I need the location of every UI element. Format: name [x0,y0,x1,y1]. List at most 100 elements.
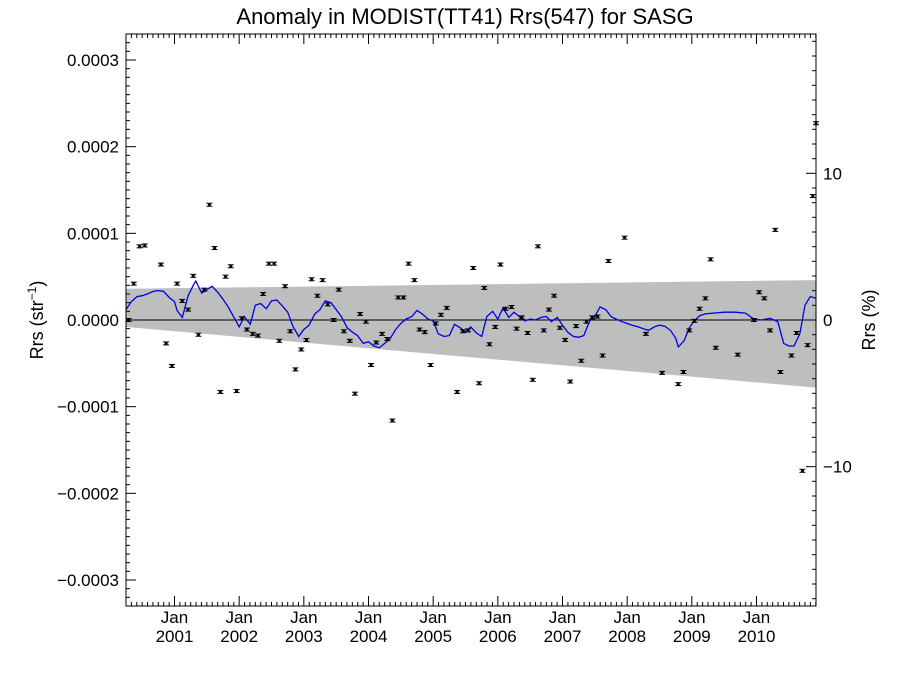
data-point [287,329,294,334]
point-marker [293,368,297,371]
point-marker [364,320,368,323]
point-marker [509,306,513,308]
data-point [330,318,337,322]
left-tick-label: −0.0001 [57,398,119,417]
data-point [357,311,364,316]
x-tick-label-year: 2008 [608,627,646,646]
data-point [373,340,380,345]
point-marker [396,296,400,299]
point-marker [536,245,540,248]
x-tick-label-year: 2004 [350,627,388,646]
data-point [793,331,800,335]
data-point [454,389,461,394]
point-marker [326,303,330,306]
point-marker [584,320,588,323]
data-point [319,278,326,283]
data-point [276,338,283,343]
data-point [508,305,515,309]
point-marker [531,378,535,381]
point-marker [482,286,486,289]
data-point [761,296,768,301]
point-marker [590,316,594,319]
x-tick-label-year: 2003 [285,627,323,646]
point-marker [795,332,799,334]
data-point [589,315,596,320]
y-axis-label-left-main: Rrs (str [27,300,47,359]
data-point [233,389,240,394]
data-point [190,273,197,278]
data-point [476,381,483,386]
data-point [271,261,278,266]
chart-title: Anomaly in MODIST(TT41) Rrs(547) for SAS… [236,4,693,29]
data-point [492,324,499,329]
data-point [562,337,569,342]
data-point [227,264,234,269]
data-point [195,332,202,337]
trend-line-layer [125,279,817,349]
data-point [529,377,536,382]
x-tick-label-year: 2010 [738,627,776,646]
x-tick-label-month: Jan [419,608,446,627]
point-marker [143,244,147,247]
data-point [518,315,525,320]
data-point [405,261,412,266]
data-point [486,342,493,347]
point-marker [299,348,303,351]
data-point [691,318,698,323]
point-marker [811,195,815,198]
point-marker [703,297,707,300]
point-marker [353,392,357,395]
data-point [179,298,186,303]
left-tick-label: 0.0002 [67,138,119,157]
point-marker [251,332,255,335]
x-tick-label-month: Jan [225,608,252,627]
data-point [298,347,305,352]
point-marker [256,334,260,337]
point-marker [800,469,804,472]
data-point [502,306,509,311]
data-point [368,363,375,368]
point-marker [439,313,443,316]
point-marker [676,383,680,386]
data-point [443,305,450,310]
y-axis-label-right: Rrs (%) [859,290,879,351]
x-tick-label-year: 2001 [156,627,194,646]
data-point [282,284,289,289]
point-marker [714,346,718,349]
x-tick-label-month: Jan [613,608,640,627]
data-point [308,277,315,282]
point-marker [132,282,136,285]
data-point [804,343,811,348]
point-marker [461,330,465,333]
data-point [254,333,261,338]
x-tick-label-month: Jan [484,608,511,627]
point-marker [579,359,583,362]
data-point [168,363,175,368]
point-marker [504,307,508,310]
point-marker [196,333,200,336]
point-marker [390,419,394,422]
data-point [340,329,347,334]
point-marker [542,329,546,332]
data-point [136,244,143,249]
data-point [712,345,719,350]
point-marker [736,353,740,356]
point-marker [191,274,195,277]
point-marker [773,228,777,231]
point-marker [207,203,211,206]
data-point [583,319,590,324]
point-marker [224,275,228,278]
data-point [335,287,342,292]
point-marker [563,338,567,341]
point-marker [385,338,389,341]
data-point [772,227,779,232]
point-marker [261,293,265,295]
point-marker [568,380,572,383]
point-marker [202,288,206,291]
data-point [324,302,331,307]
point-marker [235,390,239,393]
point-marker [240,317,244,320]
data-point [605,259,612,264]
point-marker [304,338,308,341]
point-marker [606,260,610,263]
